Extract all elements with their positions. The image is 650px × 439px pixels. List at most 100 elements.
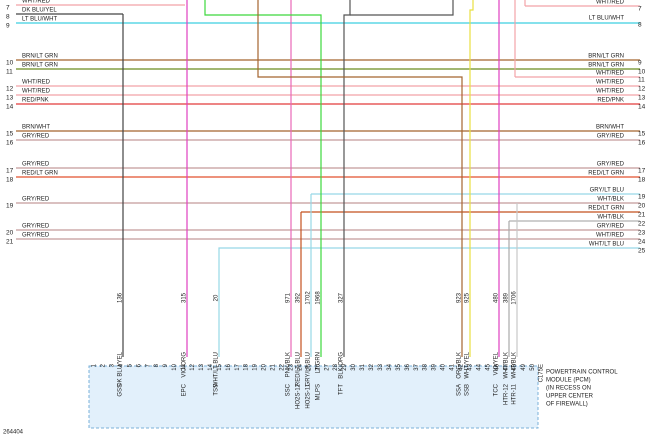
row-number: 10 [638,69,646,76]
wire-color: ORG/BLK [457,352,463,379]
pin-number: 14 [208,363,214,370]
circuit-number: 389 [504,292,510,303]
pin-number: 32 [369,363,375,370]
pin-number: 28 [333,363,339,370]
row-number: 23 [638,230,646,237]
row-number: 14 [6,104,14,111]
wire-label: BRN/LT GRN [588,54,624,60]
figure-id: 264404 [3,430,24,436]
pin-number: 43 [467,363,473,370]
pin-number: 7 [145,363,151,367]
circuit-number: 971 [286,292,292,303]
pin-number: 30 [351,363,357,370]
wire-color: RED/LT BLU [296,352,302,386]
pin-number: 39 [432,363,438,370]
row-number: 15 [638,131,646,138]
pin-function: HO2S-11 [306,383,312,408]
pin-number: 6 [136,363,142,367]
wire [257,0,463,357]
wire-color: VIO/YEL [494,351,500,375]
wire-label: GRY/RED [597,162,625,168]
row-number: 16 [6,140,14,147]
wire-label: WHT/RED [596,80,625,86]
module-label: (IN RECESS ON [546,386,591,392]
circuit-number: 327 [339,292,345,303]
pin-number: 25 [306,363,312,370]
module-label: OF FIREWALL) [546,402,588,408]
row-number: 18 [6,177,14,184]
wire-label: WHT/BLK [597,215,624,221]
pin-number: 40 [441,363,447,370]
wire [204,0,322,357]
wire-label: RED/LT GRN [588,171,624,177]
pin-number: 19 [253,363,259,370]
pin-number: 20 [262,363,268,370]
circuit-number: 1706 [512,291,518,305]
pin-number: 4 [118,363,124,367]
row-number: 11 [638,77,645,84]
pin-number: 15 [217,363,223,370]
pin-number: 49 [521,363,527,370]
pin-number: 42 [459,363,465,370]
wire [343,0,351,357]
wire-label: BRN/LT GRN [22,54,58,60]
pin-function: TCC [494,383,500,396]
pin-number: 36 [405,363,411,370]
row-number: 8 [6,14,10,21]
pin-number: 13 [199,363,205,370]
pin-number: 47 [503,363,509,370]
row-number: 8 [638,22,642,29]
wire-label: LT BLU/WHT [589,16,624,22]
row-number: 7 [638,6,642,13]
pin-number: 26 [315,363,321,370]
wire-label: GRY/RED [22,162,50,168]
row-number: 19 [6,203,14,210]
wire-label: RED/PNK [597,98,624,104]
wire-color: LT GRN [316,352,322,373]
wire-label: GRY/RED [597,134,625,140]
circuit-number: 315 [182,292,188,303]
wire-label: GRY/RED [22,134,50,140]
pin-number: 50 [530,363,536,370]
row-number: 18 [638,177,646,184]
wire-color: WHT/BLK [512,352,518,379]
wire-color: BLK/ORG [339,352,345,379]
pin-number: 33 [378,363,384,370]
wire-label: RED/PNK [22,98,49,104]
wire [350,0,454,16]
circuit-number: 480 [494,292,500,303]
row-number: 11 [6,69,13,76]
pin-number: 37 [414,363,420,370]
connector-id: C175E [539,364,545,382]
row-number: 7 [6,5,10,12]
wire-label: GRY/RED [22,197,50,203]
row-number: 17 [6,168,14,175]
pin-number: 9 [163,363,169,367]
row-number: 22 [638,221,646,228]
pin-number: 31 [360,363,366,370]
wire-color: PNK/BLK [286,352,292,377]
pin-function: SSA [457,384,463,396]
pin-function: GSS [118,384,124,397]
pin-number: 22 [280,363,286,370]
pin-number: 41 [450,363,456,370]
pin-number: 45 [485,363,491,370]
row-number: 20 [638,203,646,210]
row-number: 9 [638,60,642,67]
wire-label: GRY/LT BLU [590,188,624,194]
wire-label: GRY/RED [22,224,50,230]
wire-label: GRY/RED [597,224,625,230]
pin-number: 21 [271,363,277,370]
pin-number: 3 [109,363,115,367]
wire-color: WHT/LT BLU [214,352,220,387]
wire-color: WHT/YEL [465,351,471,378]
wire-label: BRN/WHT [22,125,50,131]
pin-number: 1 [92,363,98,367]
row-number: 14 [638,104,646,111]
wire-label: WHT/BLK [597,197,624,203]
pin-number: 34 [387,363,393,370]
pin-number: 35 [396,363,402,370]
circuit-number: 136 [118,292,124,303]
pin-number: 24 [297,363,303,370]
